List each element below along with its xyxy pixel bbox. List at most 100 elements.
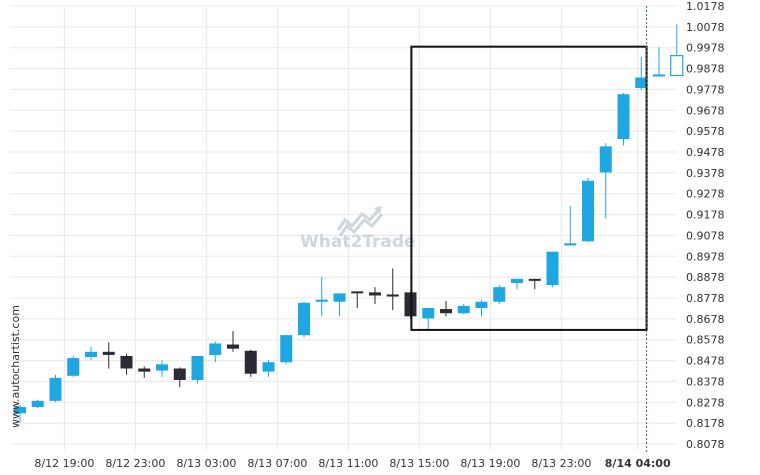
candle xyxy=(14,404,26,423)
candle xyxy=(280,335,293,365)
gridlines xyxy=(10,5,677,450)
candle xyxy=(635,56,648,91)
candle xyxy=(653,47,665,77)
candle-body xyxy=(493,287,506,302)
candle-body xyxy=(85,351,97,358)
y-tick-label: 0.9678 xyxy=(686,104,725,117)
candle xyxy=(262,360,275,377)
candle xyxy=(564,205,577,246)
candle-body xyxy=(298,302,310,336)
candle xyxy=(173,367,186,388)
candle xyxy=(528,278,541,290)
candle xyxy=(369,287,381,304)
y-tick-label: 0.8678 xyxy=(686,313,725,326)
side-watermark-text: www.autochartist.com xyxy=(9,305,22,428)
candle xyxy=(546,251,559,288)
candle-body xyxy=(546,251,559,286)
candle-body xyxy=(138,368,151,372)
candle xyxy=(582,177,594,243)
candle-body xyxy=(670,55,684,77)
y-axis: 1.0178 1.0078 0.9978 0.9878 0.9778 0.9678 0.95… xyxy=(686,0,725,451)
candle-body xyxy=(617,94,630,140)
candle xyxy=(386,268,399,311)
candle-body xyxy=(333,293,346,302)
candle xyxy=(67,355,80,377)
candle-body xyxy=(369,292,381,296)
x-axis: 8/12 19:00 8/12 23:00 8/13 03:00 8/13 07:00… xyxy=(34,457,671,470)
candle-body xyxy=(440,309,452,314)
x-tick-label: 8/13 11:00 xyxy=(318,457,378,470)
y-tick-label: 0.9478 xyxy=(686,146,725,159)
candle-body xyxy=(457,305,470,314)
candle-body xyxy=(49,377,62,401)
y-tick-label: 1.0078 xyxy=(686,21,725,34)
candle xyxy=(298,301,310,338)
candle-body xyxy=(262,362,275,372)
y-tick-label: 0.9278 xyxy=(686,188,725,201)
candle xyxy=(315,276,328,317)
candle-body xyxy=(156,364,168,371)
x-tick-label: 8/12 23:00 xyxy=(105,457,165,470)
candle xyxy=(227,330,239,352)
overlay xyxy=(410,6,648,452)
y-tick-label: 0.9578 xyxy=(686,125,725,138)
x-tick-label: 8/13 23:00 xyxy=(531,457,591,470)
candle-body xyxy=(14,407,26,414)
y-tick-label: 0.9078 xyxy=(686,229,725,242)
candle-body xyxy=(280,335,293,363)
x-tick-label: 8/13 19:00 xyxy=(460,457,520,470)
candle xyxy=(351,291,364,309)
x-tick-label: 8/13 03:00 xyxy=(176,457,236,470)
candle-body xyxy=(31,400,44,408)
y-tick-label: 1.0178 xyxy=(686,0,725,13)
candle xyxy=(475,299,488,317)
candle xyxy=(333,293,346,317)
chart-arrow-icon xyxy=(336,206,384,237)
y-tick-label: 0.9978 xyxy=(686,42,725,55)
candle xyxy=(138,366,151,378)
watermark: What2Trade xyxy=(300,206,416,252)
candle xyxy=(85,346,97,361)
y-tick-label: 0.8378 xyxy=(686,375,725,388)
candle xyxy=(156,360,168,377)
candle-body xyxy=(422,308,435,319)
candle xyxy=(31,399,44,409)
pattern-box xyxy=(410,45,648,331)
candle-body xyxy=(67,358,80,376)
x-tick-label: 8/13 07:00 xyxy=(247,457,307,470)
x-tick-label: 8/13 15:00 xyxy=(389,457,449,470)
candle xyxy=(49,374,62,402)
candle xyxy=(191,355,204,384)
y-tick-label: 0.9778 xyxy=(686,83,725,96)
candle xyxy=(440,300,452,317)
candle-body xyxy=(120,355,133,369)
candle-body xyxy=(635,77,648,88)
y-tick-label: 0.9178 xyxy=(686,209,725,222)
y-tick-label: 0.8578 xyxy=(686,334,725,347)
candle xyxy=(599,143,612,219)
candle xyxy=(511,278,523,290)
candle xyxy=(493,285,506,304)
y-tick-label: 0.8178 xyxy=(686,417,725,430)
candle-body xyxy=(227,344,239,349)
y-tick-label: 0.8878 xyxy=(686,271,725,284)
y-tick-label: 0.8278 xyxy=(686,396,725,409)
x-tick-label: 8/14 04:00 xyxy=(605,457,671,470)
candle xyxy=(457,303,470,315)
watermark-text: What2Trade xyxy=(300,232,416,252)
candle-body xyxy=(511,278,523,283)
y-tick-label: 0.9378 xyxy=(686,167,725,180)
candle xyxy=(670,24,684,77)
candle xyxy=(422,308,435,331)
candle xyxy=(617,93,630,146)
y-tick-label: 0.8078 xyxy=(686,438,725,451)
candle-body xyxy=(315,299,328,302)
y-tick-label: 0.8778 xyxy=(686,292,725,305)
candle xyxy=(102,342,115,369)
candle-body xyxy=(386,294,399,297)
candle-body xyxy=(582,180,594,242)
candle-body xyxy=(102,351,115,355)
y-tick-label: 0.8978 xyxy=(686,250,725,263)
y-tick-label: 0.8478 xyxy=(686,355,725,368)
candle-body xyxy=(244,350,257,374)
